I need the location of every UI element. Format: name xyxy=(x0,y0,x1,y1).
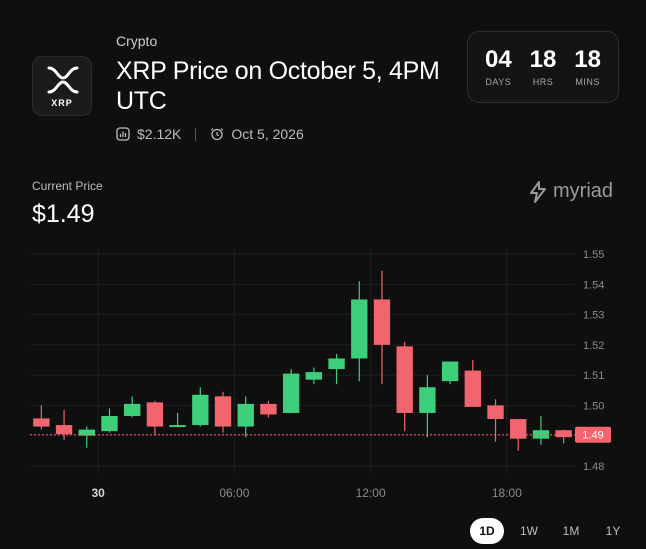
countdown-hours: 18 HRS xyxy=(523,46,563,88)
candle-body xyxy=(214,396,232,427)
candle-body xyxy=(305,372,323,380)
candle-body xyxy=(237,403,254,427)
candle-down xyxy=(146,400,164,436)
x-axis: 30 06:00 12:00 18:00 xyxy=(91,486,522,500)
market-date: Oct 5, 2026 xyxy=(231,126,304,142)
candle-body xyxy=(78,429,95,436)
candle-body xyxy=(464,370,481,407)
countdown-minutes-label: MINS xyxy=(575,77,600,87)
candle-down xyxy=(55,409,73,441)
current-price-tag-label: 1.49 xyxy=(582,430,603,442)
range-button-1m[interactable]: 1M xyxy=(562,524,580,538)
x-tick-label: 18:00 xyxy=(492,486,522,500)
brand-logo: myriad xyxy=(528,180,613,203)
candle-up xyxy=(328,353,345,385)
candle-down xyxy=(373,270,391,385)
candle-body xyxy=(328,358,345,370)
meta-divider xyxy=(195,127,197,141)
candle-down xyxy=(33,405,50,430)
price-chart[interactable]: 1.55 1.54 1.53 1.52 1.51 1.50 1.49 1.48 30 06:00… xyxy=(0,240,646,505)
candle-body xyxy=(487,405,504,420)
y-tick-label: 1.48 xyxy=(583,461,604,473)
candle-up xyxy=(305,367,323,385)
market-volume: $2.12K xyxy=(137,126,182,142)
logo-text: XRP xyxy=(51,98,73,108)
candle-up xyxy=(532,415,550,445)
candle-body xyxy=(260,403,277,415)
candle-body xyxy=(396,346,413,413)
x-tick-label: 30 xyxy=(91,486,105,500)
candle-body xyxy=(55,425,73,435)
candle-body xyxy=(373,299,391,345)
candle-up xyxy=(237,396,254,438)
candle-body xyxy=(192,394,209,426)
countdown-days-label: DAYS xyxy=(485,77,512,87)
candle-up xyxy=(169,412,186,428)
candle-up xyxy=(192,387,209,427)
candle-body xyxy=(101,415,118,432)
countdown-days-value: 04 xyxy=(484,46,512,73)
range-button-1y[interactable]: 1Y xyxy=(605,524,621,538)
candle-body xyxy=(441,361,459,382)
candle-body xyxy=(555,430,572,438)
current-price-marker: 1.49 xyxy=(30,426,611,443)
candle-down xyxy=(260,400,277,418)
candle-up xyxy=(101,408,118,433)
candle-down xyxy=(396,341,413,432)
candle-body xyxy=(351,299,368,359)
xrp-logo: XRP xyxy=(32,56,92,116)
candle-up xyxy=(124,396,141,418)
y-tick-label: 1.54 xyxy=(583,279,604,291)
candle-body xyxy=(124,403,141,416)
candle-body xyxy=(169,425,186,428)
candle-up xyxy=(78,426,95,448)
x-tick-label: 06:00 xyxy=(219,486,249,500)
countdown-days: 04 DAYS xyxy=(478,46,518,88)
xrp-icon xyxy=(47,66,79,94)
current-price-value: $1.49 xyxy=(32,200,95,228)
y-tick-label: 1.55 xyxy=(583,249,604,261)
volume-icon xyxy=(116,127,130,141)
chart-candles xyxy=(33,270,572,451)
candle-up xyxy=(282,369,300,413)
y-tick-label: 1.52 xyxy=(583,340,604,352)
y-tick-label: 1.50 xyxy=(583,400,604,412)
candle-body xyxy=(510,419,527,439)
candle-down xyxy=(464,359,481,407)
y-tick-label: 1.53 xyxy=(583,310,604,322)
countdown-hours-value: 18 xyxy=(529,46,557,73)
current-price-label: Current Price xyxy=(32,179,103,193)
range-button-1d[interactable]: 1D xyxy=(470,518,504,544)
myriad-icon xyxy=(530,180,546,203)
x-tick-label: 12:00 xyxy=(356,486,386,500)
candle-body xyxy=(532,430,550,439)
current-price-tag xyxy=(575,426,611,443)
market-category[interactable]: Crypto xyxy=(116,33,158,49)
candle-up xyxy=(351,281,368,382)
brand-name: myriad xyxy=(553,180,614,202)
candle-body xyxy=(282,373,300,413)
countdown-hours-label: HRS xyxy=(532,77,554,87)
countdown-minutes-value: 18 xyxy=(574,46,601,73)
y-tick-label: 1.51 xyxy=(583,370,604,382)
candle-body xyxy=(33,418,50,427)
candle-up xyxy=(441,361,459,385)
candle-down xyxy=(555,429,572,444)
time-range-selector: 1D 1W 1M 1Y xyxy=(470,518,630,544)
candle-up xyxy=(419,375,436,438)
range-button-1w[interactable]: 1W xyxy=(520,524,538,538)
candle-body xyxy=(419,387,436,413)
countdown-minutes: 18 MINS xyxy=(568,46,608,88)
countdown-timer: 04 DAYS 18 HRS 18 MINS xyxy=(467,31,619,103)
candle-down xyxy=(214,391,232,433)
alarm-clock-icon xyxy=(211,128,224,141)
candle-body xyxy=(146,402,164,427)
market-title: XRP Price on October 5, 4PM UTC xyxy=(116,57,440,115)
market-meta: $2.12K Oct 5, 2026 xyxy=(116,126,304,142)
chart-grid xyxy=(30,248,575,475)
